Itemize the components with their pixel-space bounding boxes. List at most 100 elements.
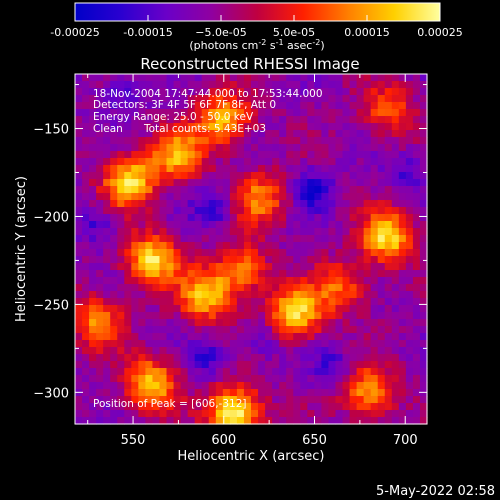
heatmap-cell: [356, 368, 365, 376]
heatmap-cell: [321, 305, 330, 313]
heatmap-cell: [307, 382, 315, 390]
heatmap-cell: [300, 137, 308, 145]
heatmap-cell: [243, 172, 252, 180]
heatmap-cell: [194, 312, 203, 320]
heatmap-cell: [201, 228, 210, 236]
heatmap-cell: [363, 109, 372, 117]
heatmap-cell: [166, 81, 175, 89]
heatmap-cell: [96, 179, 104, 187]
heatmap-cell: [405, 312, 414, 320]
heatmap-cell: [138, 193, 146, 201]
heatmap-cell: [117, 221, 125, 229]
heatmap-cell: [159, 249, 168, 257]
heatmap-cell: [236, 151, 245, 159]
heatmap-cell: [300, 200, 308, 208]
heatmap-cell: [236, 417, 245, 425]
heatmap-cell: [412, 158, 421, 166]
heatmap-cell: [138, 354, 146, 362]
heatmap-cell: [194, 179, 203, 187]
heatmap-cell: [419, 403, 428, 411]
heatmap-cell: [124, 172, 132, 180]
heatmap-cell: [398, 137, 407, 145]
heatmap-cell: [412, 102, 421, 110]
heatmap-cell: [265, 109, 273, 117]
heatmap-cell: [384, 291, 393, 299]
heatmap-cell: [377, 137, 386, 145]
heatmap-cell: [398, 291, 407, 299]
heatmap-cell: [138, 326, 146, 334]
heatmap-cell: [412, 123, 421, 131]
heatmap-cell: [236, 235, 245, 243]
heatmap-cell: [391, 179, 400, 187]
heatmap-cell: [229, 88, 238, 96]
heatmap-cell: [243, 256, 252, 264]
heatmap-cell: [89, 172, 97, 180]
heatmap-cell: [180, 109, 189, 117]
heatmap-cell: [321, 95, 330, 103]
heatmap-cell: [391, 207, 400, 215]
heatmap-cell: [398, 375, 407, 383]
heatmap-cell: [279, 151, 287, 159]
heatmap-cell: [124, 186, 132, 194]
heatmap-cell: [349, 403, 358, 411]
heatmap-cell: [96, 326, 104, 334]
heatmap-cell: [363, 312, 372, 320]
heatmap-cell: [110, 382, 118, 390]
heatmap-cell: [222, 375, 231, 383]
heatmap-cell: [293, 179, 301, 187]
heatmap-cell: [152, 298, 161, 306]
heatmap-cell: [222, 305, 231, 313]
heatmap-cell: [272, 200, 280, 208]
heatmap-cell: [187, 319, 196, 327]
heatmap-cell: [419, 368, 428, 376]
heatmap-cell: [236, 200, 245, 208]
heatmap-cell: [229, 417, 238, 425]
heatmap-cell: [328, 165, 337, 173]
heatmap-cell: [398, 263, 407, 271]
heatmap-cell: [131, 228, 139, 236]
heatmap-cell: [265, 200, 273, 208]
heatmap-cell: [117, 137, 125, 145]
heatmap-cell: [384, 403, 393, 411]
heatmap-cell: [236, 158, 245, 166]
heatmap-cell: [405, 109, 414, 117]
heatmap-cell: [82, 333, 90, 341]
heatmap-cell: [307, 116, 315, 124]
heatmap-cell: [96, 361, 104, 369]
heatmap-cell: [208, 242, 217, 250]
heatmap-cell: [236, 74, 245, 82]
heatmap-cell: [89, 88, 97, 96]
heatmap-cell: [243, 214, 252, 222]
heatmap-cell: [215, 305, 224, 313]
heatmap-cell: [159, 319, 168, 327]
heatmap-cell: [272, 333, 280, 341]
heatmap-cell: [103, 109, 111, 117]
heatmap-cell: [180, 375, 189, 383]
heatmap-cell: [335, 179, 344, 187]
heatmap-cell: [236, 102, 245, 110]
heatmap-cell: [314, 410, 322, 418]
heatmap-cell: [82, 81, 90, 89]
heatmap-cell: [173, 277, 182, 285]
heatmap-cell: [293, 123, 301, 131]
heatmap-cell: [272, 214, 280, 222]
heatmap-cell: [370, 235, 379, 243]
heatmap-cell: [236, 375, 245, 383]
heatmap-cell: [321, 340, 330, 348]
heatmap-cell: [293, 354, 301, 362]
heatmap-cell: [349, 88, 358, 96]
heatmap-cell: [201, 326, 210, 334]
heatmap-cell: [222, 179, 231, 187]
heatmap-cell: [321, 74, 330, 82]
heatmap-cell: [258, 193, 266, 201]
heatmap-cell: [328, 207, 337, 215]
heatmap-cell: [412, 207, 421, 215]
heatmap-cell: [335, 200, 344, 208]
heatmap-cell: [279, 74, 287, 82]
heatmap-cell: [328, 354, 337, 362]
heatmap-cell: [391, 333, 400, 341]
heatmap-cell: [243, 221, 252, 229]
heatmap-cell: [335, 396, 344, 404]
heatmap-cell: [82, 207, 90, 215]
heatmap-cell: [89, 186, 97, 194]
